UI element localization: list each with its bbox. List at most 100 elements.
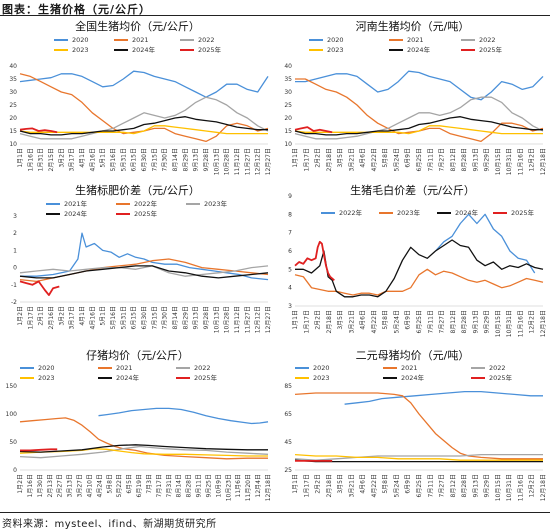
x-tick-label: 12月18日 [265, 474, 272, 501]
x-tick-label: 4月1日 [79, 148, 86, 168]
y-tick-label: 20 [284, 115, 292, 122]
x-tick-label: 1月2日 [17, 306, 24, 326]
y-tick-label: 10 [284, 141, 292, 148]
x-tick-label: 2月18日 [326, 310, 333, 333]
y-tick-label: 1 [13, 247, 17, 254]
x-tick-label: 2月16日 [48, 306, 55, 329]
x-tick-label: 9月28日 [203, 306, 210, 329]
series-line-2024年 [295, 239, 544, 298]
y-tick-label: 5 [288, 266, 292, 273]
x-tick-label: 5月1日 [100, 306, 107, 326]
x-tick-label: 5月16日 [110, 306, 117, 329]
y-tick-label: 40 [284, 63, 292, 70]
x-tick-label: 1月2日 [17, 474, 24, 494]
x-tick-label: 3月21日 [348, 310, 355, 333]
x-tick-label: 8月12日 [450, 474, 457, 497]
y-tick-label: 50 [9, 439, 17, 446]
x-tick-label: 3月27日 [77, 474, 84, 497]
x-tick-label: 11月27日 [244, 148, 251, 175]
x-tick-label: 8月29日 [182, 306, 189, 329]
series-line-2020 [344, 390, 543, 405]
x-tick-label: 6月15日 [131, 306, 138, 329]
y-tick-label: 0 [13, 265, 17, 272]
x-tick-label: 3月2日 [58, 148, 65, 168]
x-tick-label: 10月13日 [213, 148, 220, 175]
y-tick-label: 30 [284, 89, 292, 96]
y-tick-label: 65 [284, 411, 292, 418]
chart-henan-hog-price: 河南生猪均价（元/吨） 10 15 20 25 30 35 40 1月1日 1月17日 2月2日 2月… [284, 19, 547, 175]
x-tick-label: 10月31日 [506, 474, 513, 501]
x-tick-label: 11月27日 [244, 306, 251, 333]
x-tick-label: 12月27日 [265, 148, 272, 175]
x-tick-label: 8月28日 [186, 474, 193, 497]
legend-label: 2022 [198, 36, 215, 44]
legend-label: 2024年 [401, 373, 425, 382]
x-tick-label: 7月27日 [439, 148, 446, 171]
y-tick-label: 9 [288, 193, 292, 200]
x-tick-label: 4月22日 [371, 310, 378, 333]
legend-label: 2025年 [198, 45, 222, 54]
series-line-2022 [19, 445, 269, 459]
x-tick-label: 9月29日 [484, 148, 491, 171]
y-tick-label: 85 [284, 383, 292, 390]
x-tick-label: 6月15日 [131, 148, 138, 171]
x-tick-label: 6月30日 [141, 148, 148, 171]
x-tick-label: 8月12日 [450, 310, 457, 333]
x-tick-label: 7月30日 [162, 306, 169, 329]
y-tick-label: 2 [13, 230, 17, 237]
x-tick-label: 12月18日 [540, 148, 547, 175]
x-tick-label: 2月2日 [315, 310, 322, 330]
x-tick-label: 10月31日 [506, 310, 513, 337]
x-tick-label: 10月13日 [213, 306, 220, 333]
page-title: 图表：生猪价格（元/公斤） [2, 3, 152, 16]
y-tick-label: 4 [288, 285, 292, 292]
x-tick-label: 4月24日 [96, 474, 103, 497]
legend-label: 2020 [72, 36, 89, 44]
x-tick-label: 3月17日 [69, 306, 76, 329]
series-line-2025年 [19, 280, 60, 296]
x-tick-label: 7月11日 [427, 474, 434, 497]
chart-live-carcass-spread: 生猪毛白价差（元/公斤） 3 4 5 6 7 8 9 1月1日 1月17日 2月2日 2月18日 3月5… [288, 183, 547, 337]
chart-title: 二元母猪均价（元/吨） [356, 349, 470, 362]
chart-title: 全国生猪均价（元/公斤） [75, 19, 200, 33]
y-tick-label: 10 [9, 141, 17, 148]
x-tick-label: 10月15日 [495, 474, 502, 501]
y-tick-label: 7 [288, 230, 292, 237]
x-tick-label: 2月2日 [315, 148, 322, 168]
y-tick-label: 3 [288, 303, 292, 310]
x-tick-label: 8月12日 [450, 148, 457, 171]
legend-label: 2025年 [489, 373, 513, 382]
x-tick-label: 5月31日 [120, 148, 127, 171]
x-tick-label: 8月28日 [461, 474, 468, 497]
footer-divider [0, 512, 550, 513]
x-tick-label: 11月20日 [245, 474, 252, 501]
y-tick-label: 150 [6, 383, 18, 390]
x-tick-label: 3月5日 [337, 148, 344, 168]
x-tick-label: 11月6日 [235, 474, 242, 497]
chart-piglet-price: 仔猪均价（元/公斤） 0 50 100 150 1月2日 1月16日 1月30日 2月13日 2月… [6, 349, 272, 501]
legend-label: 2023年 [397, 208, 421, 217]
legend-label: 2022 [479, 36, 496, 44]
y-tick-label: 15 [284, 128, 292, 135]
x-tick-label: 1月30日 [37, 474, 44, 497]
x-tick-label: 12月12日 [255, 148, 262, 175]
legend-label: 2025年 [134, 209, 158, 218]
y-tick-label: 35 [284, 76, 292, 83]
x-tick-label: 10月9日 [215, 474, 222, 497]
x-tick-label: 5月1日 [100, 148, 107, 168]
x-tick-label: 3月17日 [69, 148, 76, 171]
y-tick-label: 6 [288, 248, 292, 255]
x-tick-label: 3月21日 [348, 148, 355, 171]
x-tick-label: 7月11日 [427, 310, 434, 333]
header: 图表：生猪价格（元/公斤） [0, 0, 550, 16]
y-tick-label: 3 [13, 213, 17, 220]
y-tick-label: -1 [11, 282, 17, 289]
x-tick-label: 9月13日 [472, 148, 479, 171]
x-tick-label: 9月28日 [203, 148, 210, 171]
legend-label: 2020 [38, 364, 55, 372]
x-tick-label: 8月28日 [461, 310, 468, 333]
x-tick-label: 8月14日 [176, 474, 183, 497]
x-tick-label: 6月9日 [405, 310, 412, 330]
series-line-2025年 [19, 127, 58, 134]
